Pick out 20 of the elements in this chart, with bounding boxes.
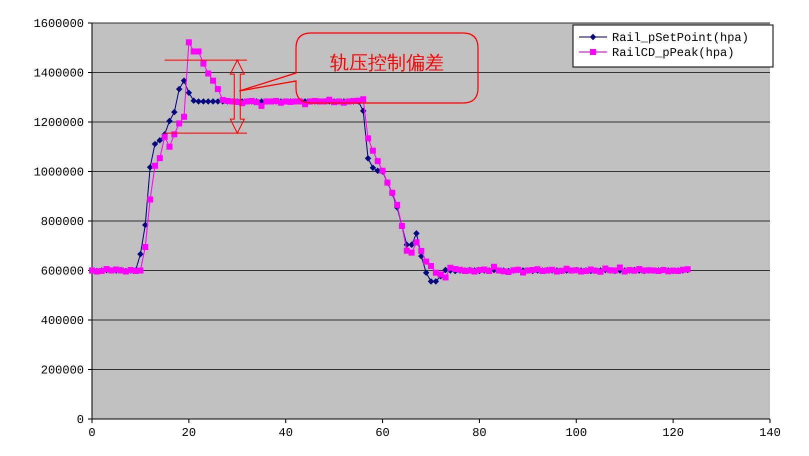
y-tick-label: 0 (76, 413, 84, 427)
x-tick-label: 40 (278, 426, 293, 440)
x-tick-label: 80 (472, 426, 487, 440)
y-tick-label: 200000 (40, 364, 84, 378)
y-tick-label: 800000 (40, 215, 84, 229)
x-tick-label: 120 (662, 426, 684, 440)
x-tick-label: 100 (565, 426, 588, 440)
legend-label: Rail_pSetPoint(hpa) (612, 31, 749, 45)
x-tick-label: 60 (375, 426, 390, 440)
legend-label: RailCD_pPeak(hpa) (612, 46, 734, 60)
y-tick-label: 1600000 (34, 17, 84, 31)
y-tick-label: 1200000 (34, 116, 84, 130)
y-tick-label: 1000000 (34, 166, 84, 180)
y-tick-label: 400000 (40, 314, 84, 328)
x-tick-label: 20 (182, 426, 196, 440)
x-tick-label: 0 (88, 426, 96, 440)
annotation: 轨压控制偏差 (330, 52, 444, 74)
x-tick-label: 140 (759, 426, 781, 440)
y-tick-label: 1400000 (34, 66, 84, 80)
y-tick-label: 600000 (40, 264, 84, 278)
